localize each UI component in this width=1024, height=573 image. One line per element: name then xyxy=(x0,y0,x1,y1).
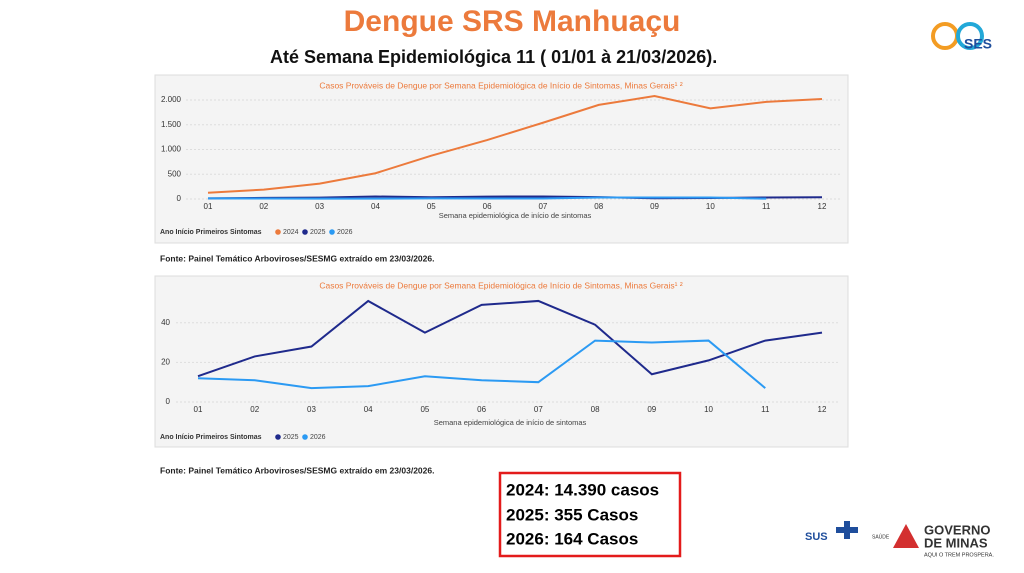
y-tick-label: 1.500 xyxy=(161,120,182,129)
ses-logo: SES xyxy=(931,22,992,52)
sus-cross xyxy=(836,521,858,539)
x-tick-label: 11 xyxy=(762,202,771,211)
x-axis-label: Semana epidemiológica de início de sinto… xyxy=(434,418,587,427)
x-tick-label: 02 xyxy=(259,202,268,211)
x-tick-label: 06 xyxy=(477,405,486,414)
legend-marker xyxy=(329,229,335,235)
legend-label: 2026 xyxy=(310,434,326,441)
legend-marker xyxy=(275,434,281,440)
series-line xyxy=(197,339,766,390)
x-tick-label: 10 xyxy=(706,202,715,211)
minas-text: DE MINAS xyxy=(924,535,988,550)
x-tick-label: 05 xyxy=(420,405,429,414)
x-tick-label: 09 xyxy=(647,405,656,414)
y-tick-label: 2.000 xyxy=(161,95,182,104)
y-tick-label: 0 xyxy=(177,194,182,203)
x-tick-label: 11 xyxy=(761,405,770,414)
x-tick-label: 06 xyxy=(483,202,492,211)
legend-marker xyxy=(275,229,281,235)
y-tick-label: 40 xyxy=(161,318,170,327)
x-axis-label: Semana epidemiológica de início de sinto… xyxy=(439,211,592,220)
ses-text: SES xyxy=(964,36,992,52)
y-tick-label: 20 xyxy=(161,357,170,366)
x-tick-label: 08 xyxy=(594,202,603,211)
legend-label: 2024 xyxy=(283,229,299,236)
chart-title: Casos Prováveis de Dengue por Semana Epi… xyxy=(319,80,682,90)
x-tick-label: 07 xyxy=(538,202,547,211)
x-tick-label: 12 xyxy=(818,202,827,211)
sus-text: SUS xyxy=(805,531,828,543)
slogan-text: AQUI O TREM PROSPERA. xyxy=(924,552,994,558)
x-tick-label: 02 xyxy=(250,405,259,414)
x-tick-label: 04 xyxy=(371,202,380,211)
slide-title: Dengue SRS Manhuaçu xyxy=(344,5,681,38)
series-line xyxy=(207,196,767,200)
saude-text: SAÚDE xyxy=(872,533,890,540)
y-tick-label: 0 xyxy=(166,397,171,406)
legend-label: 2025 xyxy=(283,434,299,441)
source-note: Fonte: Painel Temático Arboviroses/SESMG… xyxy=(160,253,434,263)
series-line xyxy=(207,94,823,194)
total-2026: 2026: 164 Casos xyxy=(506,529,638,548)
y-tick-label: 500 xyxy=(168,169,182,178)
logo-ring xyxy=(956,22,984,50)
x-tick-label: 08 xyxy=(591,405,600,414)
legend-label: 2025 xyxy=(310,229,326,236)
governo-text: GOVERNO xyxy=(924,522,990,537)
total-2025: 2025: 355 Casos xyxy=(506,505,638,524)
legend-marker xyxy=(302,229,308,235)
minas-triangle xyxy=(893,524,919,548)
x-tick-label: 03 xyxy=(307,405,316,414)
series-line xyxy=(197,299,823,378)
x-tick-label: 12 xyxy=(818,405,827,414)
legend-title: Ano Início Primeiros Sintomas xyxy=(160,434,262,441)
x-tick-label: 07 xyxy=(534,405,543,414)
x-tick-label: 01 xyxy=(194,405,203,414)
x-tick-label: 10 xyxy=(704,405,713,414)
x-tick-label: 04 xyxy=(364,405,373,414)
x-tick-label: 01 xyxy=(204,202,213,211)
y-tick-label: 1.000 xyxy=(161,145,182,154)
source-note: Fonte: Painel Temático Arboviroses/SESMG… xyxy=(160,465,434,475)
slide-subtitle: Até Semana Epidemiológica 11 ( 01/01 à 2… xyxy=(270,47,717,67)
totals-box xyxy=(498,471,682,558)
chart-panel xyxy=(154,74,849,244)
total-2024: 2024: 14.390 casos xyxy=(506,480,659,499)
x-tick-label: 05 xyxy=(427,202,436,211)
legend-title: Ano Início Primeiros Sintomas xyxy=(160,229,262,236)
legend-marker xyxy=(302,434,308,440)
legend-label: 2026 xyxy=(337,229,353,236)
x-tick-label: 09 xyxy=(650,202,659,211)
x-tick-label: 03 xyxy=(315,202,324,211)
chart-title: Casos Prováveis de Dengue por Semana Epi… xyxy=(319,280,682,290)
